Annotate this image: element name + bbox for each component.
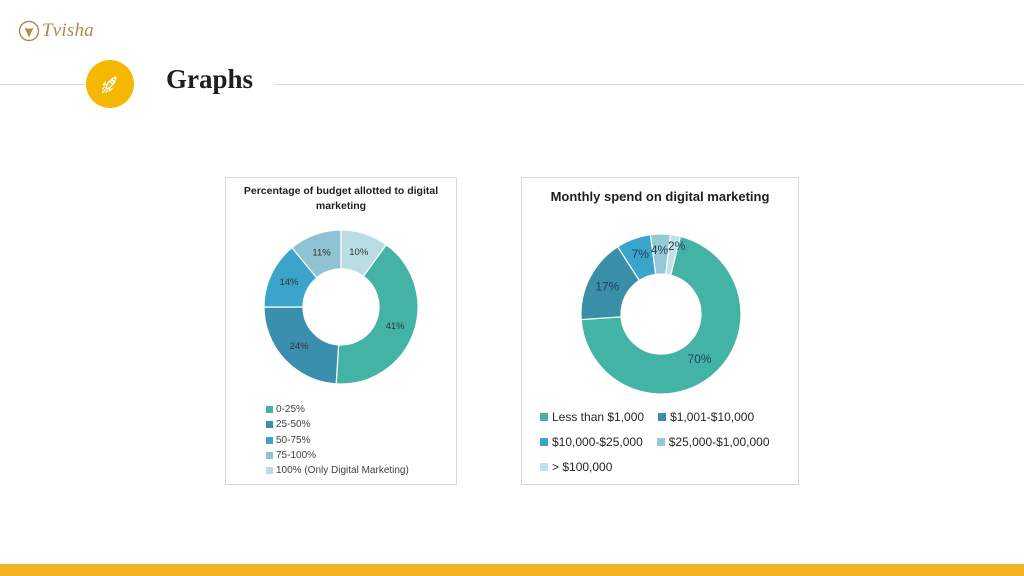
legend-swatch bbox=[540, 437, 548, 446]
data-label: 24% bbox=[290, 341, 310, 352]
legend-item: $1,001-$10,000 bbox=[658, 404, 754, 429]
legend-label: 25-50% bbox=[276, 419, 311, 431]
legend-label: Less than $1,000 bbox=[552, 409, 645, 424]
chart-title: Monthly spend on digital marketing bbox=[550, 189, 770, 204]
legend-item: $10,000-$25,000 bbox=[540, 429, 643, 454]
footer-accent-bar bbox=[0, 564, 1024, 576]
data-label: 70% bbox=[688, 352, 712, 366]
header-divider-right bbox=[274, 84, 1024, 85]
legend-label: $25,000-$1,00,000 bbox=[668, 434, 770, 449]
legend-label: $1,001-$10,000 bbox=[670, 409, 755, 424]
data-label: 11% bbox=[312, 247, 331, 258]
legend-swatch bbox=[266, 406, 273, 414]
legend-label: > $100,000 bbox=[552, 459, 613, 474]
budget-allotted-chart: Percentage of budget allotted to digital… bbox=[225, 177, 457, 485]
header-badge bbox=[86, 60, 134, 108]
data-label: 7% bbox=[632, 247, 650, 261]
data-label: 2% bbox=[668, 239, 686, 253]
chart-title: Percentage of budget allotted to digital… bbox=[243, 185, 439, 212]
donut-slice bbox=[335, 243, 419, 385]
donut-slice bbox=[665, 233, 682, 276]
donut-slice bbox=[340, 229, 388, 278]
legend-label: $10,000-$25,000 bbox=[552, 434, 643, 449]
monthly-spend-chart: Monthly spend on digital marketing 70% 17… bbox=[521, 177, 799, 485]
legend-swatch bbox=[266, 421, 273, 429]
data-label: 14% bbox=[279, 277, 299, 288]
tvisha-logo[interactable]: Tvisha bbox=[18, 20, 94, 42]
data-label: 4% bbox=[651, 243, 669, 257]
legend-swatch bbox=[656, 437, 665, 446]
legend-label: 100% (Only Digital Marketing) bbox=[276, 465, 409, 477]
data-label: 41% bbox=[386, 321, 406, 332]
donut-slice bbox=[580, 235, 742, 395]
legend-swatch bbox=[266, 467, 273, 475]
legend-item: 0-25% bbox=[266, 402, 409, 417]
legend-item: > $100,000 bbox=[540, 454, 612, 479]
legend-swatch bbox=[266, 436, 273, 444]
donut-chart: 41% 24% 14% 11% 10% bbox=[263, 229, 419, 385]
legend-item: 50-75% bbox=[266, 433, 409, 448]
page-title: Graphs bbox=[166, 64, 254, 94]
legend-swatch bbox=[540, 462, 548, 471]
legend-item: 75-100% bbox=[266, 448, 409, 463]
chart-legend: Less than $1,000 $1,001-$10,000 $10,000-$2… bbox=[540, 404, 795, 479]
header-divider-left bbox=[0, 84, 86, 85]
legend-label: 50-75% bbox=[276, 434, 311, 446]
legend-label: 75-100% bbox=[276, 450, 317, 462]
rocket-icon bbox=[101, 76, 117, 94]
tvisha-flower-logo-icon bbox=[18, 20, 40, 42]
chart-legend: 0-25% 25-50% 50-75% 75-100% 100% (Only Digit… bbox=[266, 402, 409, 478]
data-label: 17% bbox=[595, 279, 619, 293]
legend-swatch bbox=[540, 412, 548, 421]
legend-item: 25-50% bbox=[266, 417, 409, 432]
legend-swatch bbox=[266, 452, 273, 460]
data-label: 10% bbox=[349, 247, 369, 258]
legend-label: 0-25% bbox=[276, 404, 305, 416]
legend-swatch bbox=[658, 412, 667, 421]
legend-item: $25,000-$1,00,000 bbox=[656, 429, 770, 454]
legend-item: Less than $1,000 bbox=[540, 404, 644, 429]
brand-name: Tvisha bbox=[42, 20, 94, 41]
donut-chart: 70% 17% 7% 4% 2% bbox=[580, 233, 742, 395]
legend-item: 100% (Only Digital Marketing) bbox=[266, 463, 409, 478]
